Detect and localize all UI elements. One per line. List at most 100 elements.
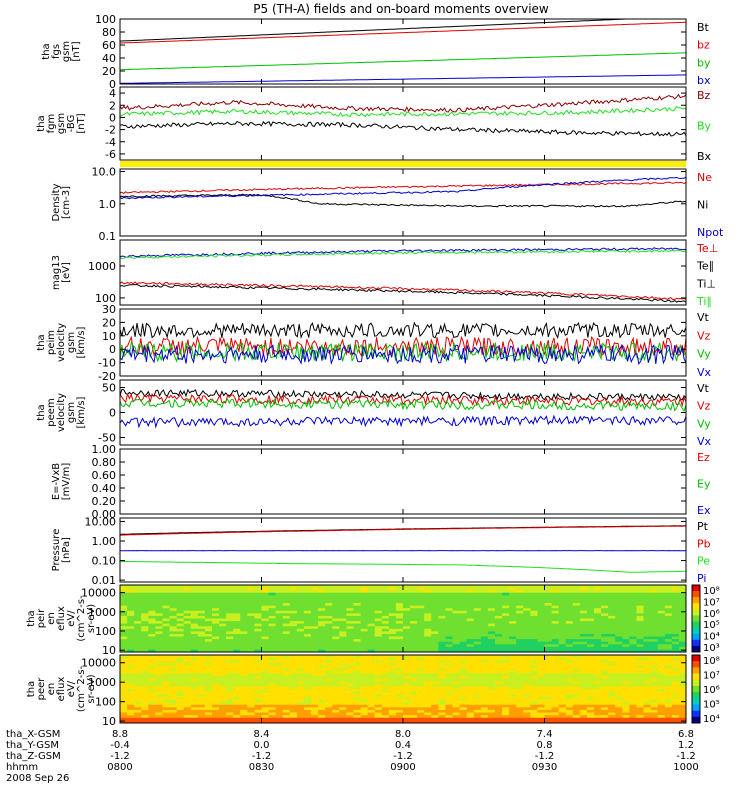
heatmap-cell (459, 715, 468, 719)
heatmap-cell (445, 670, 453, 674)
heatmap-cell (339, 673, 347, 677)
heatmap-cell (636, 603, 644, 607)
heatmap-cell (516, 670, 524, 674)
heatmap-cell (254, 665, 262, 669)
heatmap-cell (657, 605, 666, 609)
heatmap-cell (374, 631, 383, 635)
heatmap-cell (608, 707, 616, 711)
heatmap-cell (332, 704, 340, 708)
heatmap-cell (141, 665, 149, 669)
y-tick-label: 100 (95, 625, 116, 638)
heatmap-cell (148, 689, 156, 693)
heatmap-cell (601, 618, 609, 622)
heatmap-cell (211, 702, 220, 706)
heatmap-cell (565, 673, 574, 677)
heatmap-cell (403, 657, 411, 661)
series-Ne (119, 181, 687, 195)
heatmap-cell (664, 673, 673, 677)
heatmap-cell (346, 678, 354, 682)
heatmap-cell (473, 683, 482, 687)
heatmap-cell (346, 608, 354, 612)
heatmap-cell (643, 689, 652, 693)
heatmap-cell (601, 681, 609, 685)
heatmap-cell (459, 615, 468, 619)
heatmap-cell (332, 683, 340, 687)
heatmap-cell (247, 657, 255, 661)
heatmap-cell (636, 592, 644, 596)
heatmap-cell (311, 702, 319, 706)
heatmap-cell (438, 660, 446, 664)
heatmap-cell (127, 683, 135, 687)
heatmap-cell (226, 592, 234, 596)
heatmap-cell (332, 649, 340, 653)
heatmap-cell (162, 678, 170, 682)
heatmap-cell (459, 605, 468, 609)
heatmap-cell (325, 670, 333, 674)
heatmap-cell (162, 615, 170, 619)
heatmap-cell (148, 670, 156, 674)
heatmap-cell (516, 600, 524, 604)
heatmap-cell (134, 590, 142, 594)
heatmap-cell (544, 597, 552, 601)
heatmap-cell (169, 603, 178, 607)
heatmap-cell (346, 644, 354, 648)
heatmap-cell (211, 662, 220, 666)
y-tick-label: 0 (109, 111, 116, 124)
heatmap-cell (332, 668, 340, 672)
heatmap-cell (643, 657, 652, 661)
heatmap-cell (671, 631, 680, 635)
heatmap-cell (424, 644, 432, 648)
heatmap-cell (480, 592, 489, 596)
x-tick-label: 0830 (249, 762, 274, 773)
heatmap-cell (629, 587, 637, 591)
heatmap-cell (176, 668, 185, 672)
heatmap-cell (424, 595, 432, 599)
heatmap-cell (537, 675, 545, 679)
heatmap-cell (226, 665, 234, 669)
heatmap-cell (190, 636, 199, 640)
heatmap-cell (537, 707, 545, 711)
heatmap-cell (459, 633, 468, 637)
heatmap-cell (353, 608, 361, 612)
heatmap-cell (586, 649, 595, 653)
heatmap-cell (410, 608, 418, 612)
heatmap-cell (204, 675, 213, 679)
heatmap-cell (303, 608, 312, 612)
heatmap-cell (169, 621, 178, 625)
heatmap-cell (494, 696, 503, 700)
heatmap-cell (558, 707, 567, 711)
heatmap-cell (169, 665, 178, 669)
heatmap-cell (339, 662, 347, 666)
heatmap-cell (155, 605, 163, 609)
x-tick-label: 8.8 (112, 729, 128, 740)
y-axis-label: eflux (56, 677, 67, 702)
heatmap-cell (254, 673, 262, 677)
heatmap-cell (466, 587, 475, 591)
heatmap-cell (219, 707, 227, 711)
heatmap-cell (459, 626, 468, 630)
heatmap-cell (261, 702, 269, 706)
heatmap-cell (226, 681, 234, 685)
heatmap-cell (275, 712, 284, 716)
heatmap-cell (289, 628, 298, 632)
heatmap-cell (339, 683, 347, 687)
heatmap-cell (367, 595, 376, 599)
heatmap-cell (381, 618, 390, 622)
heatmap-cell (417, 660, 425, 664)
colorbar-segment (692, 679, 700, 687)
heatmap-cell (410, 717, 418, 721)
heatmap-cell (551, 694, 560, 698)
heatmap-cell (296, 704, 305, 708)
heatmap-cell (636, 686, 644, 690)
heatmap-cell (572, 683, 581, 687)
heatmap-cell (311, 649, 319, 653)
heatmap-cell (233, 715, 241, 719)
heatmap-cell (395, 712, 404, 716)
heatmap-cell (565, 605, 574, 609)
heatmap-cell (141, 592, 149, 596)
heatmap-cell (134, 657, 142, 661)
heatmap-cell (141, 662, 149, 666)
heatmap-cell (268, 720, 277, 724)
heatmap-cell (303, 633, 312, 637)
heatmap-cell (636, 689, 644, 693)
